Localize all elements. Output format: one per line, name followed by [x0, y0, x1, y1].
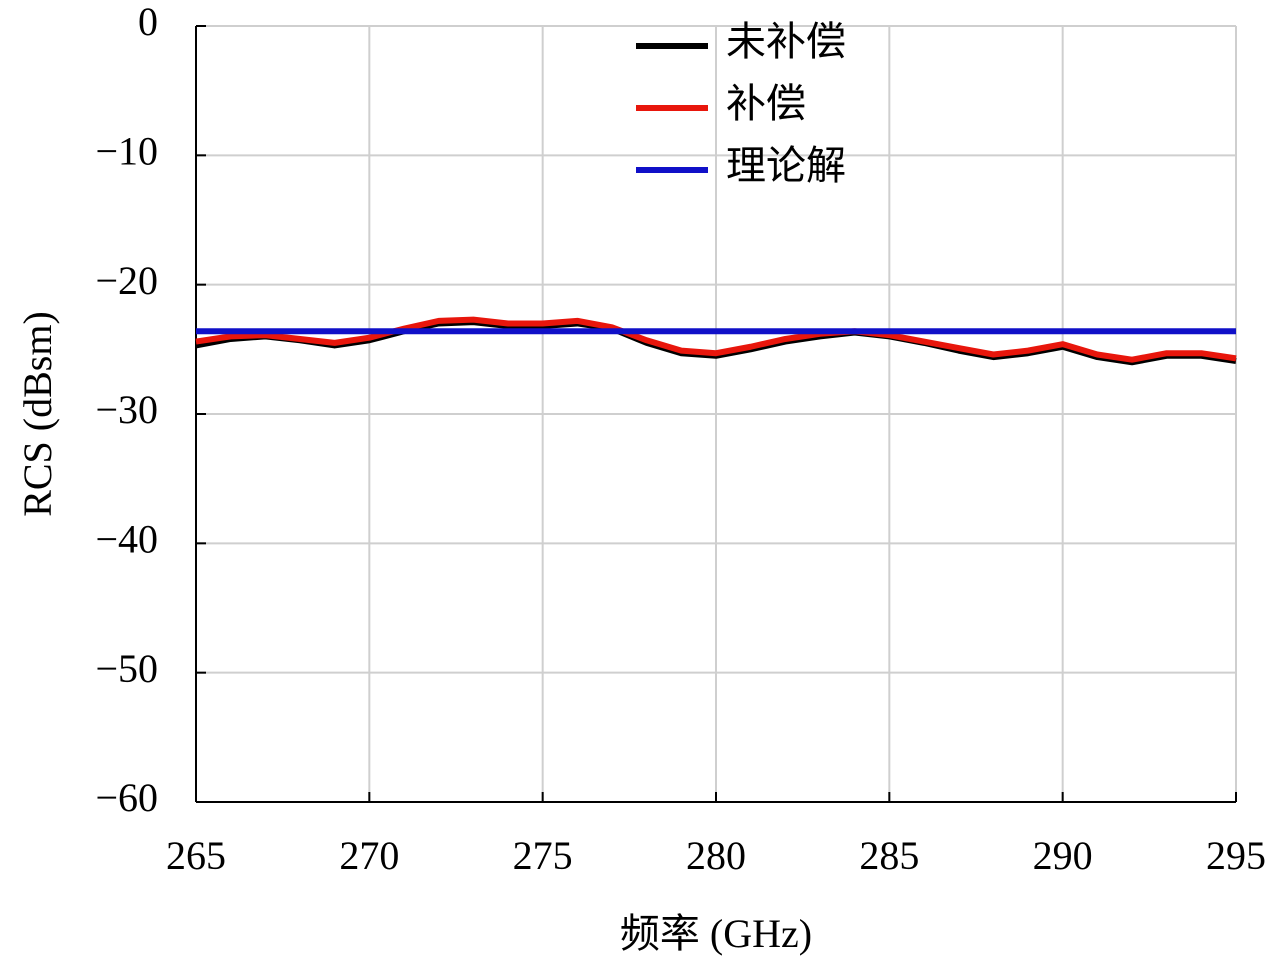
- x-tick-label: 295: [1206, 833, 1266, 878]
- legend-label: 补偿: [726, 81, 806, 126]
- legend-label: 未补偿: [726, 19, 846, 64]
- x-tick-label: 265: [166, 833, 226, 878]
- y-axis-label: RCS (dBsm): [15, 311, 60, 517]
- x-tick-label: 290: [1033, 833, 1093, 878]
- x-tick-label: 270: [339, 833, 399, 878]
- y-tick-label: −30: [95, 387, 158, 432]
- y-tick-label: −60: [95, 775, 158, 820]
- y-tick-label: −50: [95, 646, 158, 691]
- y-tick-label: 0: [138, 0, 158, 44]
- series-line: [195, 316, 1237, 363]
- y-tick-label: −20: [95, 258, 158, 303]
- y-tick-label: −10: [95, 129, 158, 174]
- x-tick-label: 280: [686, 833, 746, 878]
- legend-label: 理论解: [726, 143, 846, 188]
- y-tick-label: −40: [95, 517, 158, 562]
- x-tick-label: 285: [859, 833, 919, 878]
- x-axis-label: 频率 (GHz): [620, 911, 812, 956]
- x-tick-label: 275: [513, 833, 573, 878]
